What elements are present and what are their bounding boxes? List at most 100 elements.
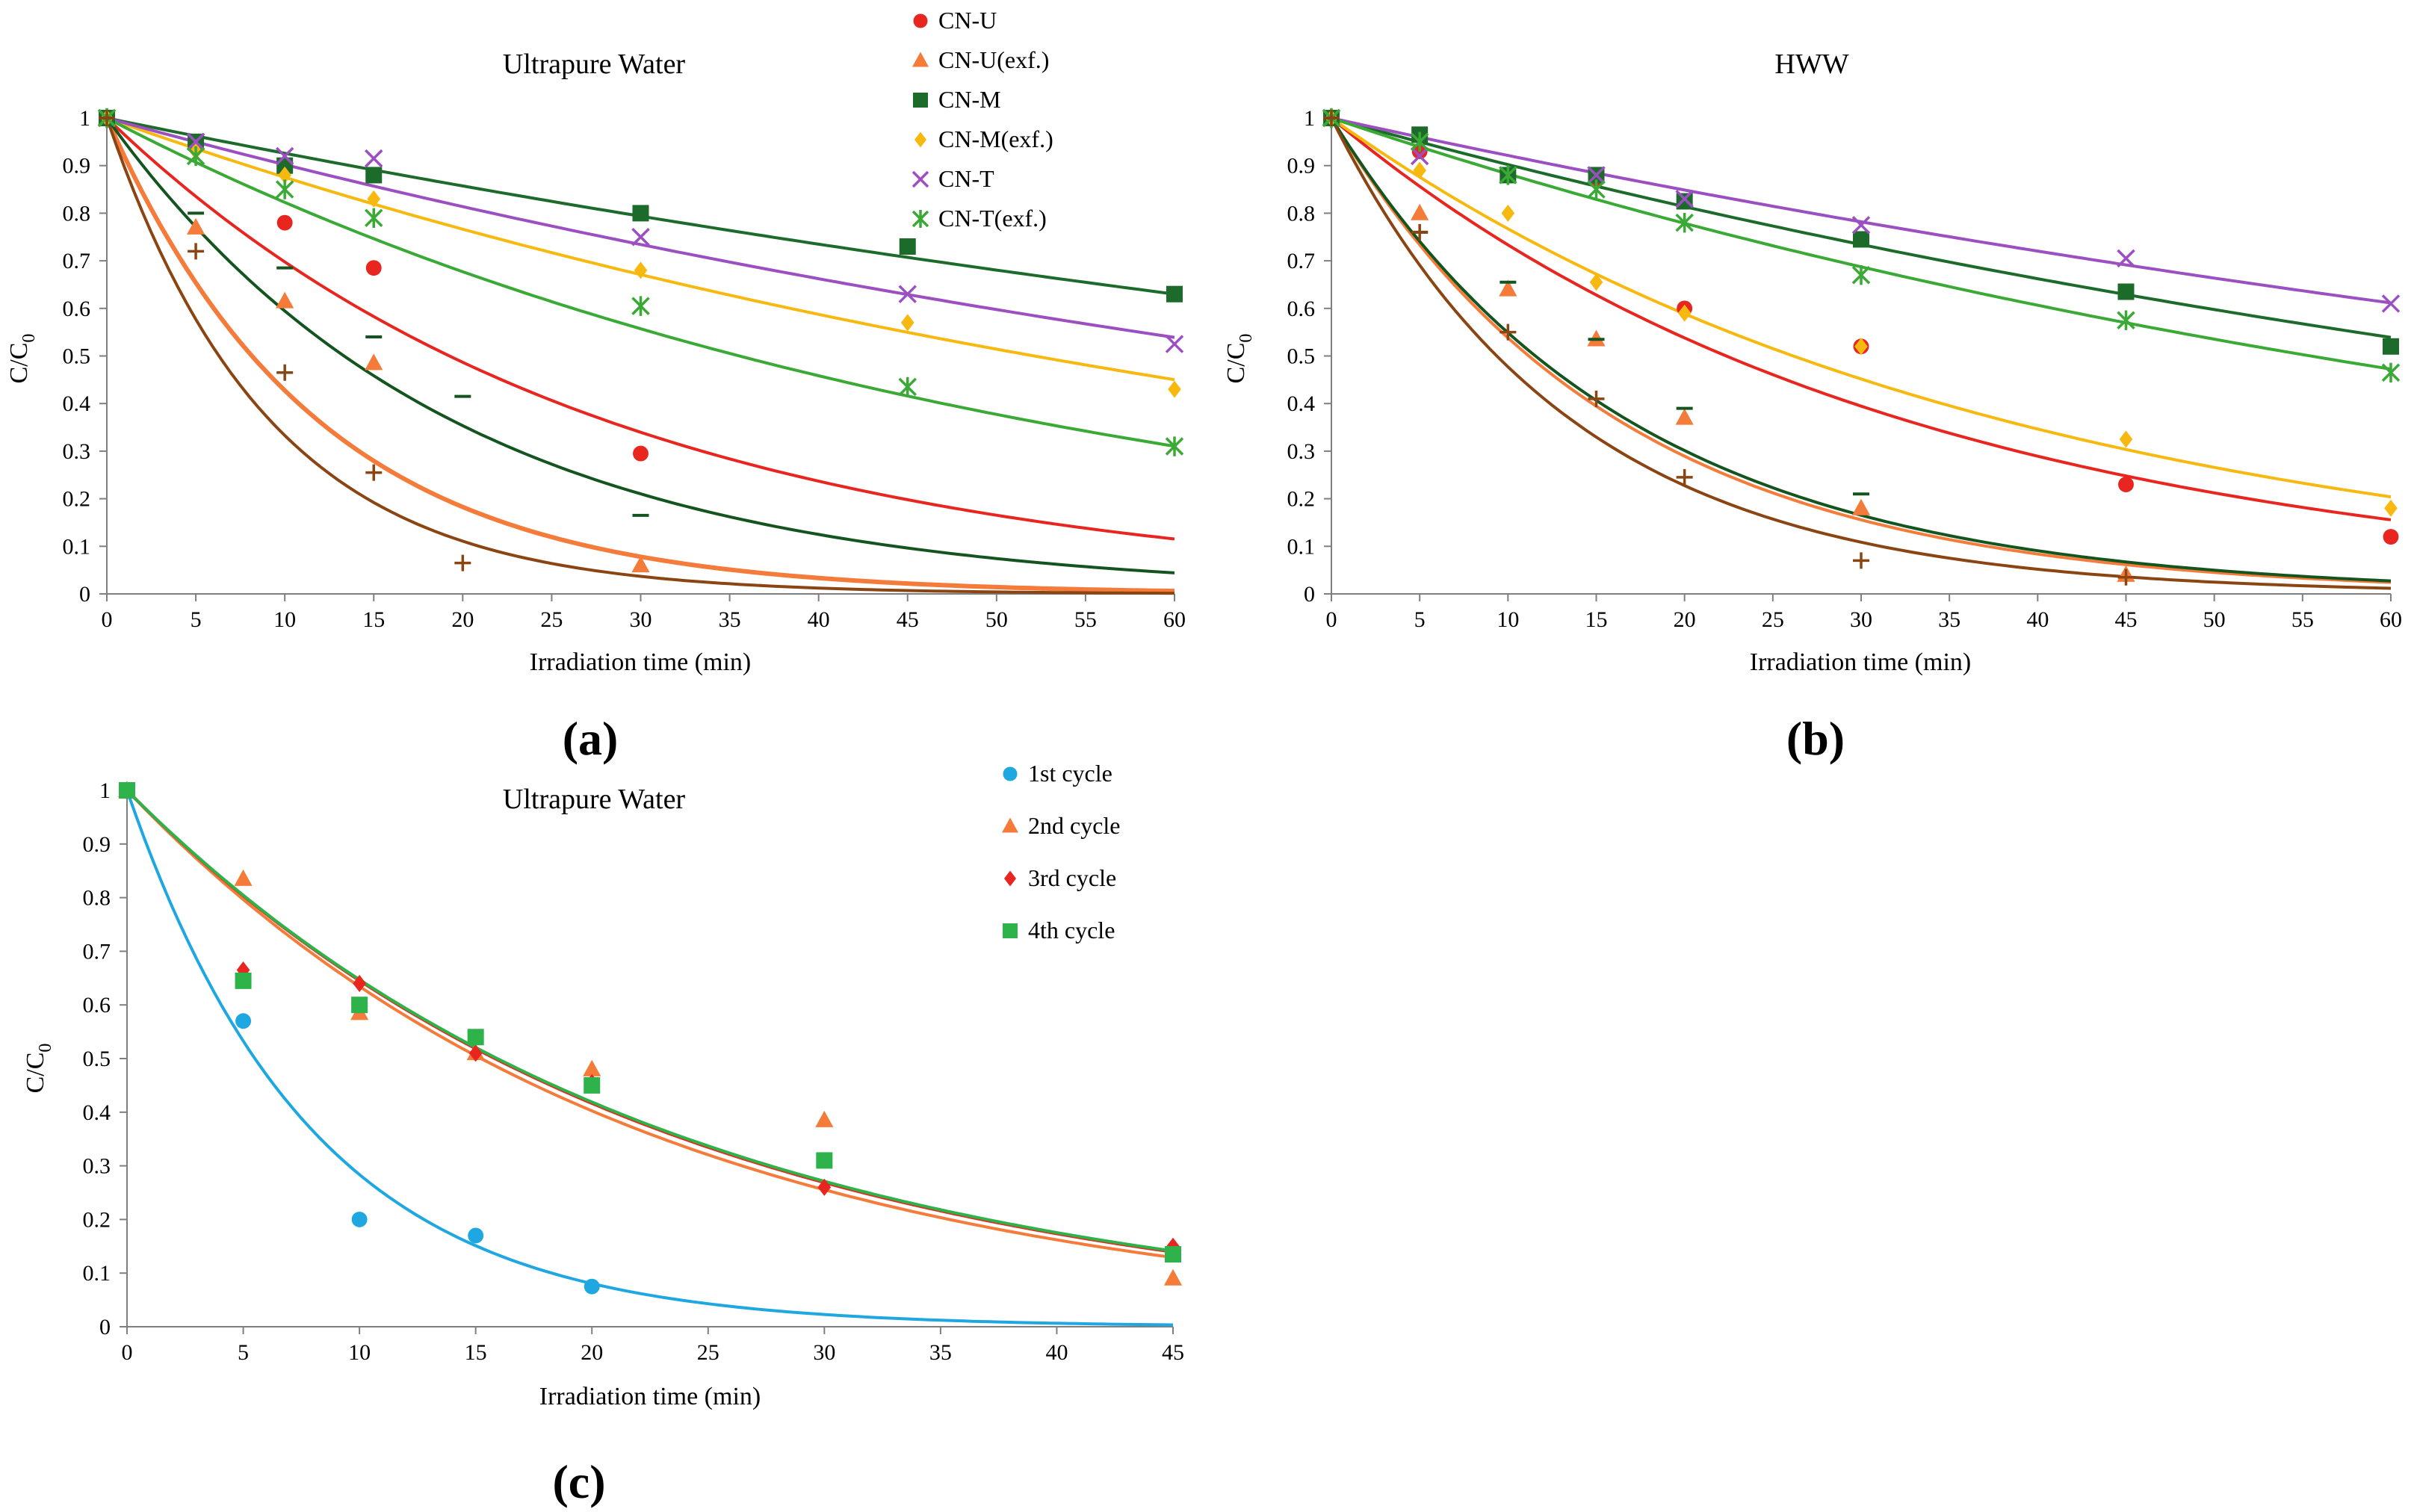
data-point [2383,338,2399,355]
chart-panel-a: 0 5 10 15 20 25 30 35 40 45 50 55 60 0 0.1 0.2 0.3 0.4 0.5… [5,7,1186,765]
y-tick-label: 0.8 [63,201,91,226]
x-tick-label: 30 [1850,607,1872,632]
data-point [1165,436,1184,456]
y-tick-label: 0.6 [83,993,111,1017]
fit-curve-series-6 [105,117,1175,574]
chart-title: Ultrapure Water [503,49,686,80]
data-point [633,445,649,462]
fit-curve-cn-u [105,117,1175,541]
y-axis-label: C/C0 [1222,334,1256,384]
data-point [1851,265,1871,285]
data-point [1851,498,1871,515]
data-point [898,377,917,397]
legend-entry: 2nd cycle [1028,812,1121,839]
fit-curve-cn-m-exf- [1330,117,2392,499]
y-tick-label: 0 [99,1315,111,1339]
x-tick-label: 0 [1326,607,1337,632]
data-point [1588,390,1605,407]
x-tick-label: 25 [1762,607,1784,632]
data-point [276,214,293,231]
y-tick-label: 0.5 [83,1047,111,1071]
data-point [631,228,650,247]
x-tick-label: 60 [1163,607,1186,632]
data-point [583,1059,601,1076]
x-tick-label: 10 [348,1340,371,1365]
y-axis-label: C/C0 [5,334,39,384]
data-point [1500,323,1517,341]
chart-panel-b: 0 5 10 15 20 25 30 35 40 45 50 55 60 0 0.1 0.2 0.3 0.4 0.5… [1222,49,2402,765]
x-tick-label: 40 [2026,607,2049,632]
data-point [365,260,382,276]
data-point [276,291,294,309]
data-point [2381,294,2401,313]
chart-title: HWW [1774,49,1848,80]
y-tick-label: 0.2 [1287,487,1316,512]
x-tick-label: 35 [929,1340,952,1365]
x-tick-label: 35 [719,607,741,632]
x-tick-label: 5 [1414,607,1426,632]
x-tick-label: 20 [1674,607,1696,632]
data-point [1413,161,1426,179]
data-point [584,1278,600,1295]
data-point [1587,166,1606,185]
data-point [2381,362,2401,382]
data-point [276,364,294,381]
x-tick-label: 30 [813,1340,835,1365]
data-point [2117,568,2135,586]
data-point [634,261,648,279]
x-tick-label: 40 [808,607,830,632]
legend-marker [1003,766,1018,781]
data-point [631,296,650,316]
data-point [1587,179,1606,199]
legend-entry: CN-T(exf.) [938,205,1047,232]
data-point [365,464,383,481]
data-point [1851,216,1871,235]
legend-marker [912,170,929,188]
y-tick-label: 0.4 [1287,391,1316,416]
y-axis-label: C/C0 [22,1044,55,1094]
x-tick-label: 45 [1162,1340,1184,1365]
x-tick-label: 0 [102,607,113,632]
x-tick-label: 5 [238,1340,249,1365]
data-point [1676,193,1693,210]
legend-entry: 4th cycle [1028,917,1115,944]
data-point [351,1211,368,1227]
data-point [454,554,471,571]
data-point [234,869,253,886]
legend-marker [912,210,929,228]
legend-entry: CN-U [938,7,997,34]
legend-marker [912,52,929,67]
x-tick-label: 15 [1585,607,1608,632]
data-point [816,1152,833,1169]
y-tick-label: 0.1 [1287,534,1316,559]
data-point [235,972,252,989]
data-point [1676,468,1693,486]
data-point [2383,529,2399,545]
legend-entry: 3rd cycle [1028,864,1116,891]
y-tick-label: 0.5 [63,344,91,369]
y-tick-label: 0.3 [1287,439,1316,464]
y-tick-label: 1 [1304,106,1315,131]
x-axis-label: Irradiation time (min) [530,648,751,676]
data-point [186,132,205,152]
legend-entry: CN-U(exf.) [938,46,1049,73]
y-tick-label: 0.9 [83,832,111,857]
data-point [367,190,381,208]
data-point [1675,408,1694,425]
data-point [900,314,914,332]
y-tick-label: 0.7 [1287,249,1316,273]
data-point [467,1029,484,1046]
data-point [186,217,205,235]
y-tick-label: 0.6 [1287,297,1316,321]
data-point [584,1076,601,1094]
data-point [1675,212,1694,233]
data-point [1163,1268,1183,1286]
data-point [1165,1246,1181,1263]
legend-marker [1002,817,1018,833]
x-tick-label: 15 [362,607,385,632]
x-axis-label: Irradiation time (min) [539,1383,761,1410]
data-point [631,556,650,573]
data-point [898,285,917,303]
legend-entry: CN-T [938,165,994,192]
